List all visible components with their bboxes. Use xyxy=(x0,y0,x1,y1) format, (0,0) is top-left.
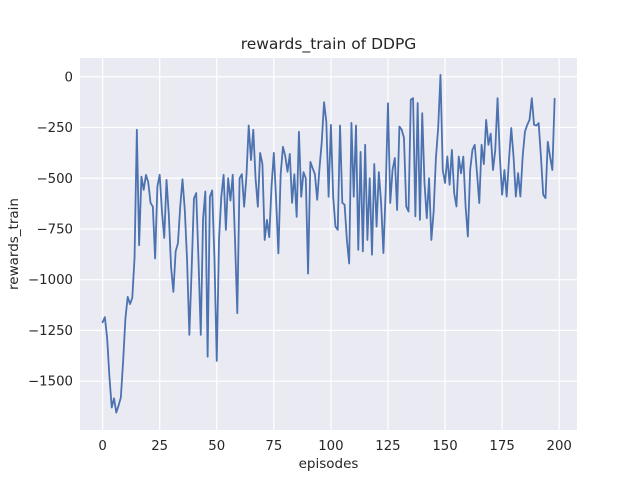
x-tick-label: 200 xyxy=(546,439,571,454)
y-tick-label: −500 xyxy=(36,172,73,187)
x-tick-label: 75 xyxy=(265,439,282,454)
y-axis-label: rewards_train xyxy=(6,198,22,290)
x-tick-label: 0 xyxy=(98,439,106,454)
x-tick-label: 25 xyxy=(151,439,168,454)
x-tick-label: 50 xyxy=(208,439,225,454)
x-axis-label: episodes xyxy=(299,456,359,472)
x-tick-label: 100 xyxy=(318,439,343,454)
axis-ticks: 0 25 50 75 100 125 150 175 200 0 −250 −500 −750 −1000… xyxy=(28,70,572,454)
y-tick-label: 0 xyxy=(65,70,73,85)
y-tick-label: −1000 xyxy=(28,273,73,288)
y-tick-label: −1500 xyxy=(28,375,73,390)
grid xyxy=(80,58,577,430)
x-tick-label: 125 xyxy=(375,439,400,454)
y-tick-label: −1250 xyxy=(28,324,73,339)
plot-area xyxy=(80,58,577,430)
x-tick-label: 175 xyxy=(489,439,514,454)
x-tick-label: 150 xyxy=(432,439,457,454)
y-tick-label: −750 xyxy=(36,222,73,237)
chart-title: rewards_train of DDPG xyxy=(241,35,417,54)
rewards-line-series xyxy=(101,73,556,414)
y-tick-label: −250 xyxy=(36,121,73,136)
